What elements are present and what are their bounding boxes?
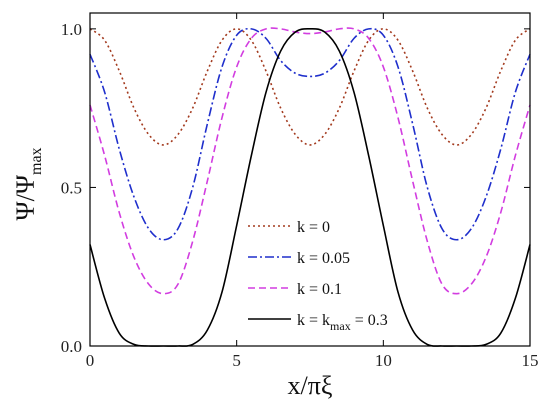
legend-label-4: k = kmax = 0.3	[297, 312, 388, 333]
legend-label-2: k = 0.05	[297, 250, 350, 267]
legend-label-1: k = 0	[297, 219, 330, 236]
series-line-3	[89, 27, 531, 295]
y-axis-title: Ψ/Ψ	[11, 174, 40, 220]
x-tick-label: 0	[86, 351, 95, 370]
plot-frame	[89, 12, 531, 347]
y-tick-label: 0.0	[61, 337, 82, 356]
legend-label-3: k = 0.1	[297, 281, 342, 298]
y-tick-label: 0.5	[61, 178, 82, 197]
y-tick-label: 1.0	[61, 20, 82, 39]
svg-text:Ψ/Ψmax: Ψ/Ψmax	[11, 147, 45, 220]
y-axis-title-subscript: max	[28, 147, 45, 175]
y-axis-title-group: Ψ/Ψmax	[11, 147, 45, 220]
legend: k = 0 k = 0.05 k = 0.1 k = kmax = 0.3	[248, 219, 388, 333]
series-line-2	[89, 27, 531, 241]
x-axis-title: x/πξ	[288, 371, 333, 400]
series-line-1	[89, 28, 531, 146]
x-tick-label: 10	[375, 351, 392, 370]
x-tick-label: 5	[232, 351, 241, 370]
x-tick-label: 15	[522, 351, 539, 370]
